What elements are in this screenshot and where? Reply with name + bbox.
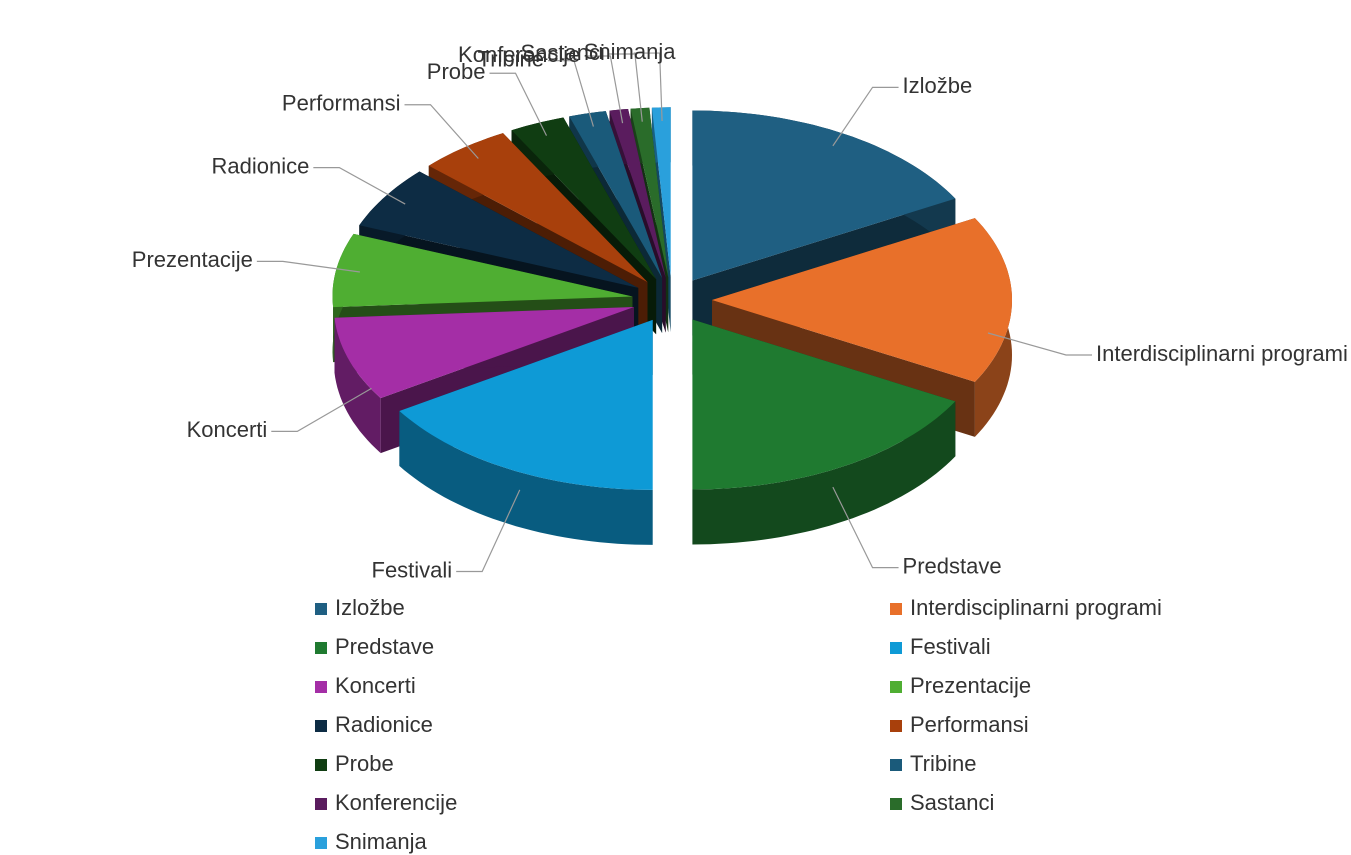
leader-line xyxy=(584,55,624,124)
data-label: Festivali xyxy=(372,557,453,582)
data-label: Tribine xyxy=(478,47,544,72)
slice xyxy=(692,319,956,545)
leader-line xyxy=(832,486,899,569)
legend-label: Festivali xyxy=(910,634,991,659)
data-label: Prezentacije xyxy=(132,247,253,272)
data-label: Performansi xyxy=(282,91,401,116)
slice-top xyxy=(511,117,657,280)
leader-line xyxy=(313,167,406,205)
slice-top xyxy=(692,319,956,490)
data-label: Izložbe xyxy=(903,73,973,98)
leader-line xyxy=(456,489,521,573)
legend-label: Prezentacije xyxy=(910,673,1031,698)
leader-line xyxy=(256,260,360,273)
slice-top xyxy=(332,233,633,308)
data-label: Koncerti xyxy=(187,417,268,442)
legend-swatch xyxy=(315,759,327,771)
legend-label: Koncerti xyxy=(335,673,416,698)
legend-swatch xyxy=(890,603,902,615)
slice-top xyxy=(609,109,666,278)
legend-label: Tribine xyxy=(910,751,976,776)
data-label: Probe xyxy=(427,59,486,84)
data-label: Interdisciplinarni programi xyxy=(1096,341,1348,366)
legend-label: Izložbe xyxy=(335,595,405,620)
slice-top xyxy=(630,107,669,278)
slice-top xyxy=(334,307,634,399)
legend-swatch xyxy=(315,603,327,615)
slice xyxy=(399,319,653,545)
leader-line xyxy=(987,332,1092,356)
legend-label: Performansi xyxy=(910,712,1029,737)
legend-label: Radionice xyxy=(335,712,433,737)
legend-swatch xyxy=(890,759,902,771)
slice-side xyxy=(399,411,653,545)
data-label: Sastanci xyxy=(521,40,605,65)
leader-line xyxy=(608,53,643,122)
data-label: Konferencije xyxy=(458,42,580,67)
legend-label: Probe xyxy=(335,751,394,776)
leader-line xyxy=(548,60,594,127)
legend-label: Interdisciplinarni programi xyxy=(910,595,1162,620)
legend-swatch xyxy=(890,681,902,693)
legend-label: Sastanci xyxy=(910,790,994,815)
leader-line xyxy=(404,104,479,159)
slice-side xyxy=(334,317,381,454)
legend-swatch xyxy=(315,798,327,810)
slice-top xyxy=(359,171,639,288)
slice-top xyxy=(651,107,671,278)
leader-line xyxy=(633,52,663,122)
slice-top xyxy=(399,319,653,490)
legend-swatch xyxy=(315,681,327,693)
legend-swatch xyxy=(315,720,327,732)
slice-top xyxy=(428,133,648,283)
slice-top xyxy=(712,218,1012,382)
legend-label: Snimanja xyxy=(335,829,427,854)
leader-line xyxy=(832,86,899,147)
legend-swatch xyxy=(890,798,902,810)
data-label: Snimanja xyxy=(584,39,676,64)
slice-top xyxy=(692,110,956,281)
legend-swatch xyxy=(315,837,327,849)
slice-side xyxy=(692,401,956,545)
leader-line xyxy=(271,387,372,432)
data-label: Predstave xyxy=(903,553,1002,578)
legend-label: Konferencije xyxy=(335,790,457,815)
leader-line xyxy=(489,72,548,136)
legend-label: Predstave xyxy=(335,634,434,659)
legend-swatch xyxy=(890,642,902,654)
slice-top xyxy=(569,111,663,278)
legend-swatch xyxy=(890,720,902,732)
legend-swatch xyxy=(315,642,327,654)
data-label: Radionice xyxy=(211,153,309,178)
